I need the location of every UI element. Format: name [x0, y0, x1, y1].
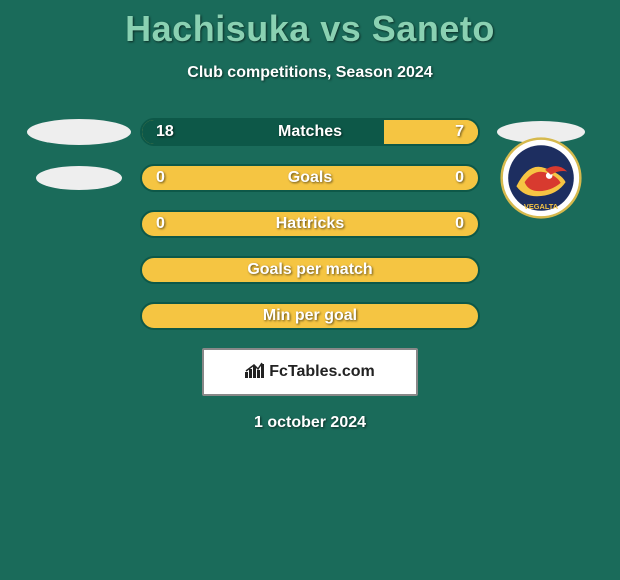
comparison-row: Goals0 0 VEGALTA [0, 164, 620, 192]
left-graphic-slot [18, 164, 140, 192]
stat-label: Hattricks [142, 215, 478, 233]
player-ellipse-icon [27, 119, 131, 145]
stat-bar: Goals per match [140, 256, 480, 284]
right-graphic-slot [480, 256, 602, 284]
stat-label: Matches [142, 123, 478, 141]
stat-label: Goals [142, 169, 478, 187]
page-title: Hachisuka vs Saneto [0, 0, 620, 50]
stat-label: Goals per match [142, 261, 478, 279]
stat-bar: Min per goal [140, 302, 480, 330]
left-graphic-slot [18, 210, 140, 238]
right-graphic-slot: VEGALTA [480, 164, 602, 192]
comparison-rows: Matches187Goals00 VEGALTA Hattricks00Goa… [0, 118, 620, 330]
stat-label: Min per goal [142, 307, 478, 325]
date-text: 1 october 2024 [0, 414, 620, 432]
svg-text:VEGALTA: VEGALTA [524, 202, 559, 211]
comparison-row: Min per goal [0, 302, 620, 330]
stat-value-right: 0 [455, 169, 464, 187]
stat-value-left: 18 [156, 123, 174, 141]
stat-bar: Goals0 0 [140, 164, 480, 192]
credit-text: FcTables.com [269, 363, 375, 381]
stat-value-left: 0 [156, 169, 165, 187]
credit-box: FcTables.com [202, 348, 418, 396]
left-graphic-slot [18, 302, 140, 330]
chart-icon [245, 362, 265, 383]
stat-value-right: 7 [455, 123, 464, 141]
subtitle: Club competitions, Season 2024 [0, 64, 620, 82]
stat-bar: Hattricks0 0 [140, 210, 480, 238]
left-graphic-slot [18, 256, 140, 284]
stat-bar: Matches18 7 [140, 118, 480, 146]
player-ellipse-icon [36, 166, 122, 190]
stat-value-left: 0 [156, 215, 165, 233]
left-graphic-slot [18, 118, 140, 146]
comparison-row: Goals per match [0, 256, 620, 284]
right-graphic-slot [480, 302, 602, 330]
stat-value-right: 0 [455, 215, 464, 233]
team-badge-icon: VEGALTA [500, 137, 582, 219]
